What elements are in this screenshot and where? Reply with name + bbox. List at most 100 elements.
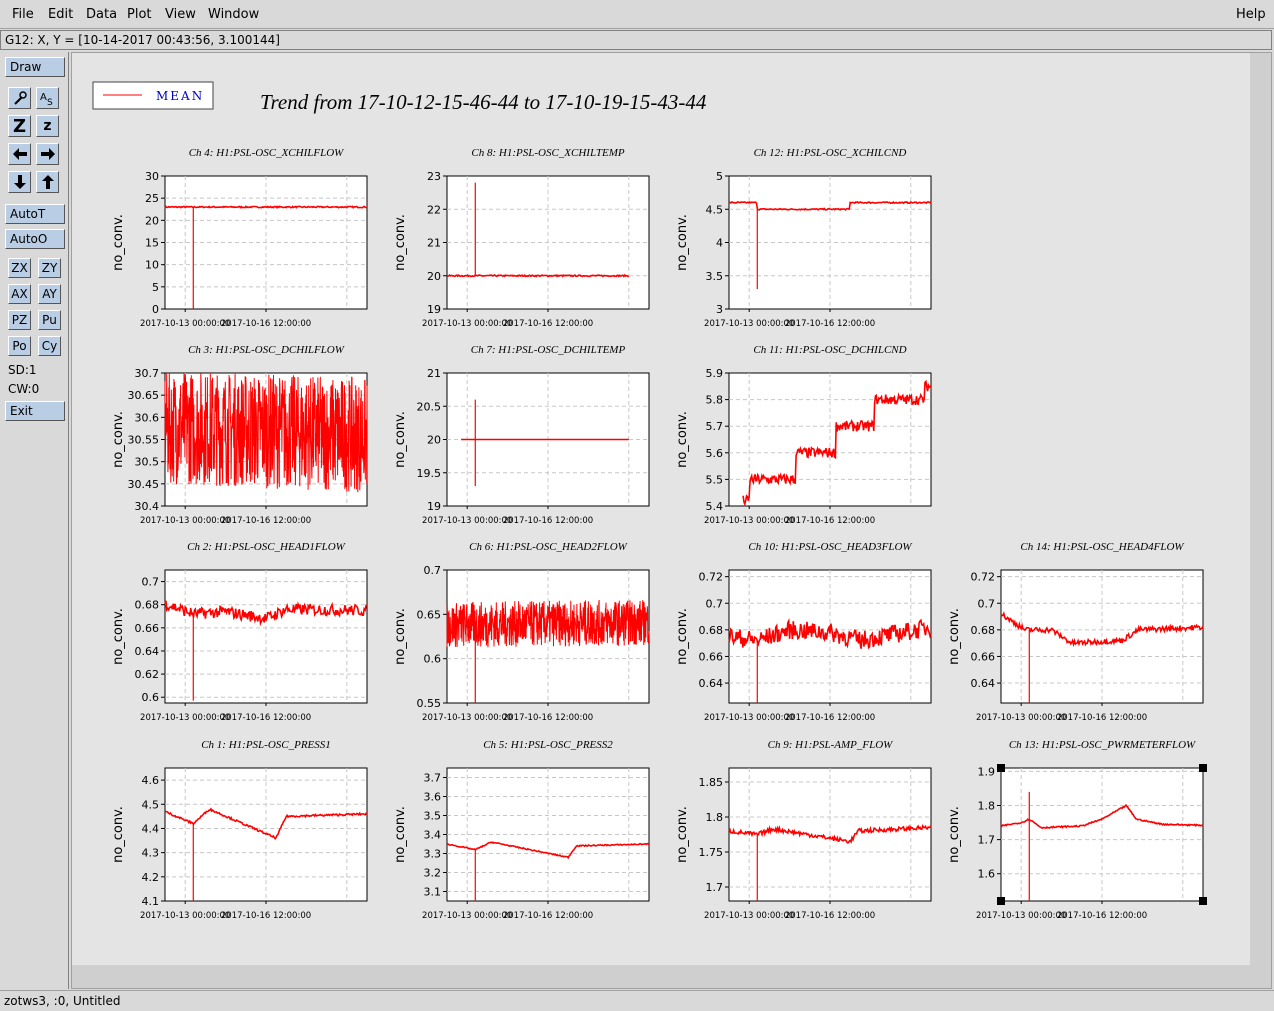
y-tick-label: 0.68	[699, 624, 724, 637]
x-tick-label: 2017-10-13 00:00:00	[976, 911, 1066, 921]
x-tick-label: 2017-10-13 00:00:00	[704, 713, 794, 723]
selection-handle	[1199, 897, 1207, 905]
y-tick-label: 5	[152, 281, 159, 294]
x-tick-label: 2017-10-16 12:00:00	[785, 911, 875, 921]
y-tick-label: 30	[145, 170, 159, 183]
y-axis-label: no_conv.	[393, 608, 408, 665]
menu-data[interactable]: Data	[86, 7, 118, 22]
y-tick-label: 30.55	[128, 434, 160, 447]
menu-edit[interactable]: Edit	[48, 7, 74, 22]
y-tick-label: 22	[427, 203, 441, 216]
arrow-left-icon[interactable]	[8, 143, 31, 165]
pu-button[interactable]: Pu	[38, 310, 61, 330]
y-tick-label: 1.7	[706, 881, 724, 894]
ax-button[interactable]: AX	[8, 284, 31, 304]
plot-canvas-area[interactable]: MEAN Trend from 17-10-12-15-46-44 to 17-…	[71, 52, 1272, 989]
y-tick-label: 20	[145, 214, 159, 227]
series-line	[1000, 803, 1204, 830]
zoom-out-button[interactable]: z	[36, 115, 59, 137]
y-tick-label: 0.55	[417, 697, 442, 710]
y-tick-label: 0.68	[971, 624, 996, 637]
autoo-label: AutoO	[10, 232, 48, 246]
autoo-button[interactable]: AutoO	[5, 229, 65, 249]
chart-title: Ch 11: H1:PSL-OSC_DCHILCND	[753, 344, 906, 356]
chart-title: Ch 3: H1:PSL-OSC_DCHILFLOW	[188, 344, 345, 356]
y-tick-label: 4.4	[142, 822, 160, 835]
trend-title: Trend from 17-10-12-15-46-44 to 17-10-19…	[260, 90, 707, 114]
status-bar: zotws3, :0, Untitled	[0, 990, 1274, 1011]
series-line	[164, 600, 368, 627]
zx-button[interactable]: ZX	[8, 258, 31, 278]
menu-view[interactable]: View	[165, 7, 196, 22]
chart-9: Ch 10: H1:PSL-OSC_HEAD3FLOW 0.64 0.66 0.68 0…	[675, 541, 932, 723]
draw-button-label: Draw	[10, 60, 42, 74]
y-axis-label: no_conv.	[111, 214, 126, 271]
zy-button[interactable]: ZY	[38, 258, 61, 278]
x-tick-label: 2017-10-13 00:00:00	[422, 911, 512, 921]
menu-window[interactable]: Window	[208, 7, 260, 22]
coordinate-readout: G12: X, Y = [10-14-2017 00:43:56, 3.1001…	[5, 33, 280, 47]
y-tick-label: 1.9	[978, 765, 996, 778]
x-tick-label: 2017-10-13 00:00:00	[140, 319, 230, 329]
cy-button[interactable]: Cy	[38, 336, 61, 356]
select-tool-icon[interactable]	[8, 87, 31, 109]
chart-13: Ch 9: H1:PSL-AMP_FLOW 1.7 1.75 1.8 1.85 no_co…	[675, 739, 932, 921]
plot-canvas[interactable]: MEAN Trend from 17-10-12-15-46-44 to 17-…	[72, 53, 1271, 988]
y-axis-label: no_conv.	[393, 214, 408, 271]
x-tick-label: 2017-10-16 12:00:00	[785, 319, 875, 329]
y-axis-label: no_conv.	[111, 608, 126, 665]
y-tick-label: 0.62	[135, 668, 160, 681]
exit-button[interactable]: Exit	[5, 401, 65, 421]
y-tick-label: 23	[427, 170, 441, 183]
y-tick-label: 5	[716, 170, 723, 183]
y-tick-label: 0.66	[699, 650, 724, 663]
y-tick-label: 3.7	[424, 772, 442, 785]
autot-button[interactable]: AutoT	[5, 204, 65, 224]
x-tick-label: 2017-10-16 12:00:00	[503, 911, 593, 921]
y-tick-label: 0.7	[978, 597, 996, 610]
arrow-down-icon[interactable]	[8, 171, 31, 193]
y-tick-label: 30.4	[135, 500, 160, 513]
y-tick-label: 5.6	[706, 447, 724, 460]
y-tick-label: 3.5	[424, 810, 442, 823]
arrow-up-icon[interactable]	[36, 171, 59, 193]
selection-handle	[1199, 764, 1207, 772]
y-axis-label: no_conv.	[675, 608, 690, 665]
pz-label: PZ	[11, 313, 28, 327]
y-tick-label: 0.65	[417, 608, 442, 621]
y-tick-label: 10	[145, 259, 159, 272]
po-button[interactable]: Po	[8, 336, 31, 356]
y-tick-label: 0.64	[971, 677, 996, 690]
series-line	[446, 841, 650, 860]
arrow-right-icon[interactable]	[36, 143, 59, 165]
menu-file[interactable]: File	[12, 7, 34, 22]
y-tick-label: 4.2	[142, 871, 160, 884]
pz-button[interactable]: PZ	[8, 310, 31, 330]
chart-5: Ch 7: H1:PSL-OSC_DCHILTEMP 19 19.5 20 20.5 21…	[393, 344, 650, 526]
chart-12: Ch 5: H1:PSL-OSC_PRESS2 3.1 3.2 3.3 3.4 3.5 3.…	[393, 739, 650, 921]
x-tick-label: 2017-10-13 00:00:00	[140, 911, 230, 921]
y-tick-label: 3.6	[424, 791, 442, 804]
x-tick-label: 2017-10-16 12:00:00	[221, 516, 311, 526]
y-tick-label: 1.85	[699, 776, 724, 789]
chart-title: Ch 9: H1:PSL-AMP_FLOW	[768, 739, 893, 751]
x-tick-label: 2017-10-13 00:00:00	[704, 319, 794, 329]
y-tick-label: 3.2	[424, 867, 442, 880]
menu-help[interactable]: Help	[1236, 7, 1266, 22]
chart-title: Ch 1: H1:PSL-OSC_PRESS1	[201, 739, 331, 751]
y-tick-label: 5.7	[706, 420, 724, 433]
y-tick-label: 0.66	[971, 650, 996, 663]
series-line	[164, 372, 368, 493]
ay-label: AY	[42, 287, 57, 301]
zoom-in-button[interactable]: Z	[8, 115, 31, 137]
x-tick-label: 2017-10-16 12:00:00	[1057, 713, 1147, 723]
x-tick-label: 2017-10-13 00:00:00	[704, 516, 794, 526]
draw-button[interactable]: Draw	[5, 57, 65, 77]
series-line	[446, 599, 650, 648]
chart-title: Ch 6: H1:PSL-OSC_HEAD2FLOW	[469, 541, 627, 553]
menu-plot[interactable]: Plot	[127, 7, 152, 22]
ay-button[interactable]: AY	[38, 284, 61, 304]
status-text: zotws3, :0, Untitled	[4, 994, 121, 1008]
ax-label: AX	[11, 287, 28, 301]
